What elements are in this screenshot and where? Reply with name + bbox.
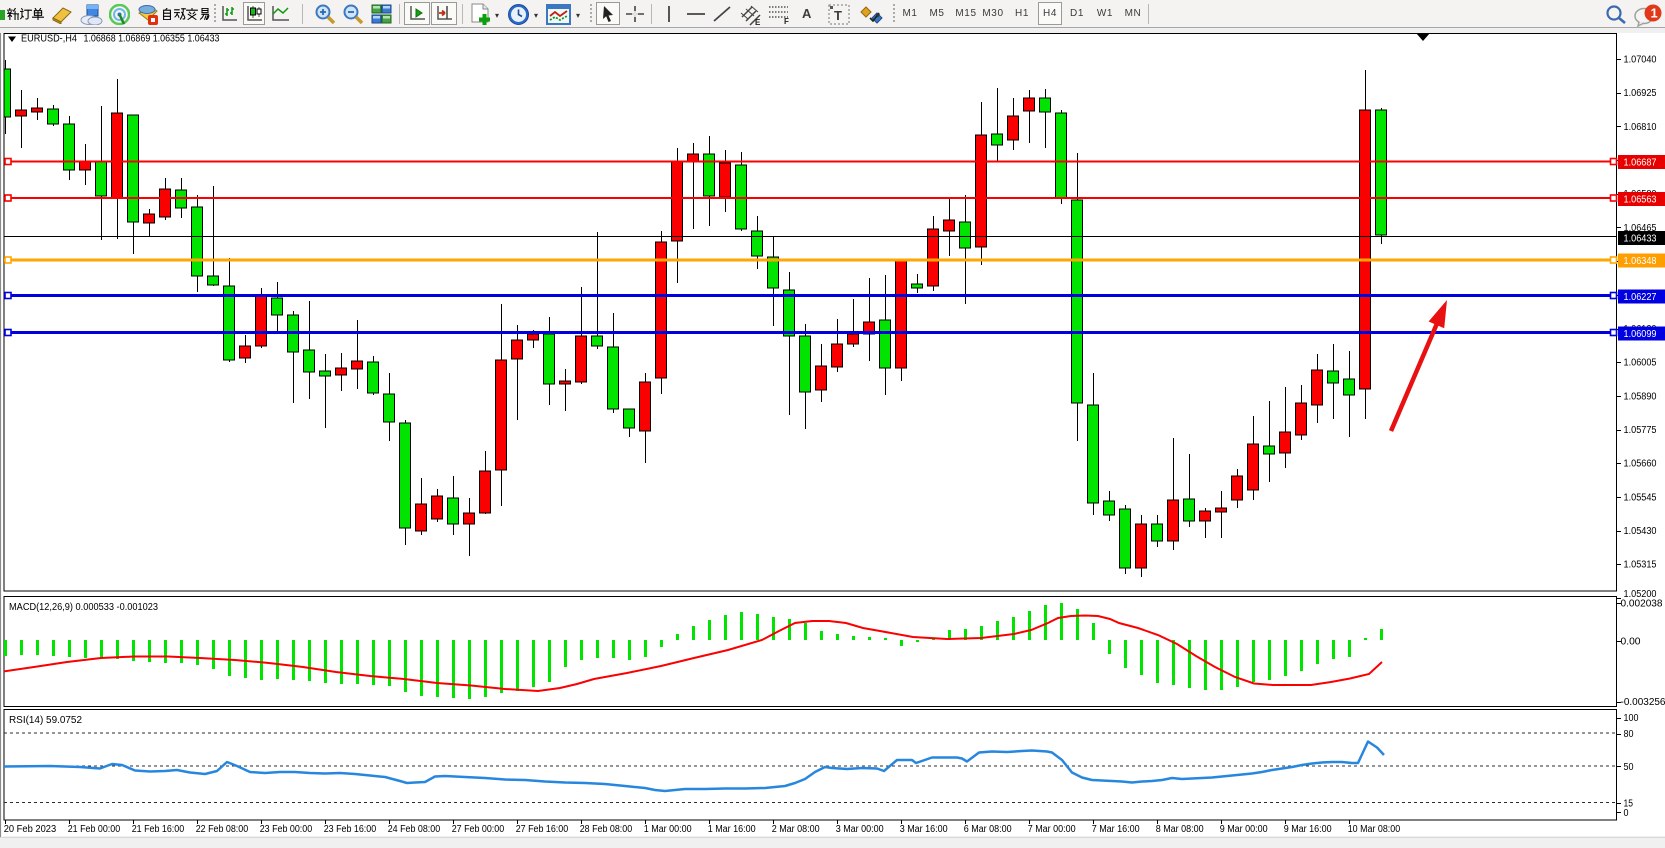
svg-text:1: 1 [1651, 6, 1658, 21]
svg-text:1.06687: 1.06687 [1624, 157, 1657, 168]
svg-text:3 Mar 16:00: 3 Mar 16:00 [900, 824, 948, 835]
svg-text:T: T [834, 8, 842, 23]
svg-text:10 Mar 08:00: 10 Mar 08:00 [1348, 824, 1401, 835]
svg-text:27 Feb 00:00: 27 Feb 00:00 [452, 824, 505, 835]
svg-text:1.06868 1.06869 1.06355 1.0643: 1.06868 1.06869 1.06355 1.06433 [84, 34, 220, 45]
svg-text:1.06563: 1.06563 [1624, 194, 1657, 205]
svg-text:E: E [755, 18, 761, 26]
svg-text:1.07040: 1.07040 [1624, 54, 1657, 65]
svg-text:1.06348: 1.06348 [1624, 256, 1657, 267]
svg-text:22 Feb 08:00: 22 Feb 08:00 [196, 824, 249, 835]
svg-text:28 Feb 08:00: 28 Feb 08:00 [580, 824, 633, 835]
svg-text:1.05315: 1.05315 [1624, 560, 1657, 571]
svg-text:1.05660: 1.05660 [1624, 459, 1657, 470]
svg-text:1.06810: 1.06810 [1624, 122, 1657, 133]
svg-text:1.06925: 1.06925 [1624, 88, 1657, 99]
svg-text:23 Feb 00:00: 23 Feb 00:00 [260, 824, 313, 835]
svg-text:21 Feb 16:00: 21 Feb 16:00 [132, 824, 185, 835]
svg-text:9 Mar 16:00: 9 Mar 16:00 [1284, 824, 1332, 835]
svg-text:RSI(14) 59.0752: RSI(14) 59.0752 [9, 715, 82, 726]
svg-text:9 Mar 00:00: 9 Mar 00:00 [1220, 824, 1268, 835]
svg-text:1.06099: 1.06099 [1624, 329, 1657, 340]
svg-text:1.05775: 1.05775 [1624, 425, 1657, 436]
svg-text:80: 80 [1624, 729, 1634, 740]
svg-text:1.05890: 1.05890 [1624, 391, 1657, 402]
svg-text:EURUSD-,H4: EURUSD-,H4 [21, 34, 77, 45]
svg-text:100: 100 [1624, 713, 1639, 724]
svg-text:50: 50 [1624, 762, 1634, 773]
svg-text:F: F [784, 17, 789, 25]
svg-text:0.00: 0.00 [1621, 636, 1641, 647]
svg-text:20 Feb 2023: 20 Feb 2023 [4, 824, 57, 835]
svg-text:23 Feb 16:00: 23 Feb 16:00 [324, 824, 377, 835]
svg-text:0: 0 [1624, 808, 1629, 819]
svg-text:3 Mar 00:00: 3 Mar 00:00 [836, 824, 884, 835]
svg-text:1.05430: 1.05430 [1624, 526, 1657, 537]
svg-text:-0.003256: -0.003256 [1621, 697, 1665, 708]
svg-text:2 Mar 08:00: 2 Mar 08:00 [772, 824, 820, 835]
svg-text:1 Mar 00:00: 1 Mar 00:00 [644, 824, 692, 835]
svg-text:7 Mar 16:00: 7 Mar 16:00 [1092, 824, 1140, 835]
svg-text:1 Mar 16:00: 1 Mar 16:00 [708, 824, 756, 835]
svg-text:27 Feb 16:00: 27 Feb 16:00 [516, 824, 569, 835]
svg-text:1.06227: 1.06227 [1624, 292, 1657, 303]
svg-text:0.002038: 0.002038 [1621, 598, 1663, 609]
svg-text:MACD(12,26,9) 0.000533 -0.0010: MACD(12,26,9) 0.000533 -0.001023 [9, 602, 158, 613]
svg-text:1.05545: 1.05545 [1624, 492, 1657, 503]
svg-text:8 Mar 08:00: 8 Mar 08:00 [1156, 824, 1204, 835]
svg-text:1.06005: 1.06005 [1624, 358, 1657, 369]
svg-text:21 Feb 00:00: 21 Feb 00:00 [68, 824, 121, 835]
svg-text:7 Mar 00:00: 7 Mar 00:00 [1028, 824, 1076, 835]
svg-text:6 Mar 08:00: 6 Mar 08:00 [964, 824, 1012, 835]
svg-text:1.06433: 1.06433 [1624, 233, 1657, 244]
svg-text:24 Feb 08:00: 24 Feb 08:00 [388, 824, 441, 835]
